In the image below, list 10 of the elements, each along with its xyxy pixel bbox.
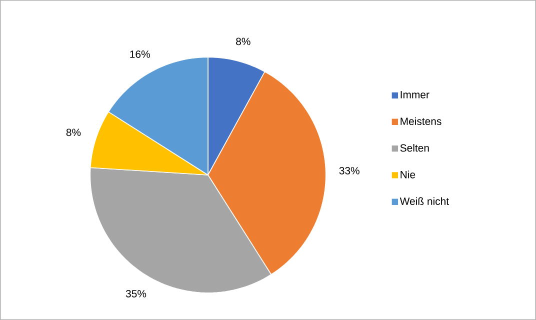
data-label: 35%	[126, 290, 146, 298]
legend-label: Immer	[400, 91, 430, 98]
legend-label: Weiß nicht	[400, 197, 449, 205]
data-label: 33%	[339, 166, 360, 174]
data-label: 16%	[130, 50, 150, 58]
legend-label: Meistens	[400, 117, 442, 126]
legend-label: Selten	[400, 144, 429, 152]
data-label: 8%	[66, 128, 81, 136]
data-label: 8%	[236, 38, 250, 46]
legend-label: Nie	[400, 170, 416, 178]
